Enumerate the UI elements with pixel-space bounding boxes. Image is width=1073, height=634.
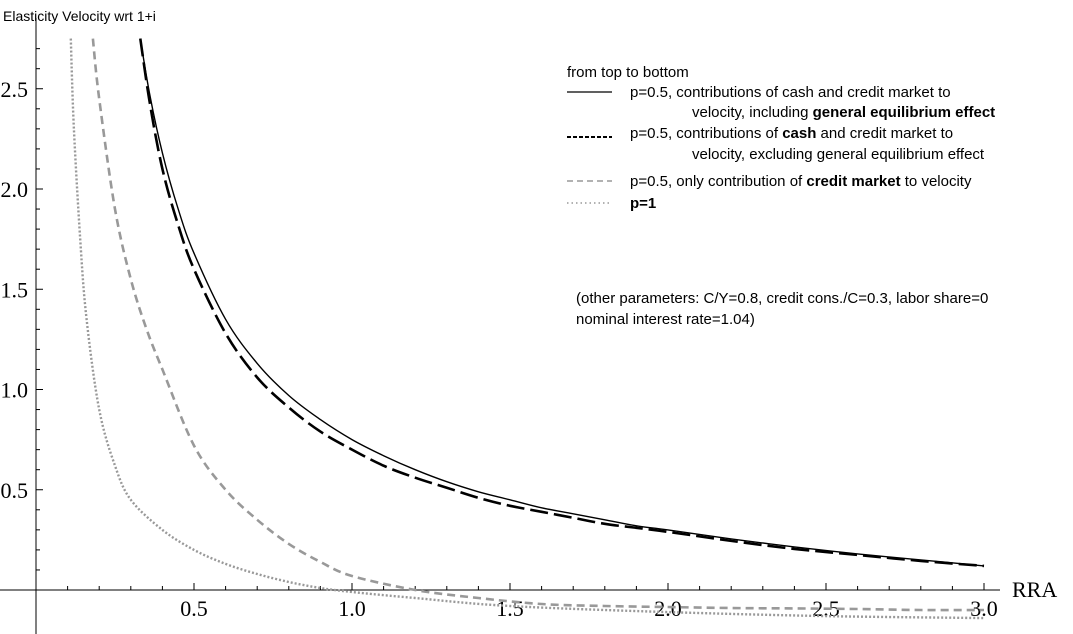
annotation-line-2: nominal interest rate=1.04) bbox=[576, 311, 755, 328]
legend-text-segment: credit market bbox=[806, 173, 900, 190]
legend-label-1-2: velocity, including general equilibrium … bbox=[692, 104, 995, 121]
parameters-annotation: (other parameters: C/Y=0.8, credit cons.… bbox=[576, 290, 988, 328]
series-line-gray-dotted bbox=[69, 38, 985, 620]
legend: from top to bottom p=0.5, contributions … bbox=[567, 64, 995, 212]
annotation-line-1: (other parameters: C/Y=0.8, credit cons.… bbox=[576, 290, 988, 307]
series-layer bbox=[69, 38, 985, 620]
legend-label-2-2: velocity, excluding general equilibrium … bbox=[692, 146, 985, 163]
legend-text-segment: and credit market to bbox=[816, 125, 953, 142]
legend-text-segment: velocity, including bbox=[692, 104, 813, 121]
y-tick-label: 2.5 bbox=[1, 77, 29, 102]
legend-header: from top to bottom bbox=[567, 64, 689, 81]
y-ticks: 0.5 1.0 1.5 2.0 2.5 bbox=[1, 48, 43, 571]
legend-text-segment: p=0.5, contributions of bbox=[630, 125, 782, 142]
series-line-dashed bbox=[139, 38, 985, 568]
legend-text-segment: cash bbox=[782, 125, 816, 142]
legend-text-segment: p=0.5, contributions of cash and credit … bbox=[630, 84, 951, 101]
x-tick-label: 0.5 bbox=[180, 596, 208, 621]
x-tick-label: 1.0 bbox=[338, 596, 366, 621]
legend-text-segment: to velocity bbox=[901, 173, 972, 190]
series-line-gray-dashed bbox=[91, 38, 985, 612]
y-tick-label: 2.0 bbox=[1, 177, 29, 202]
legend-text-segment: p=1 bbox=[630, 195, 656, 212]
legend-text-segment: velocity, excluding general equilibrium … bbox=[692, 146, 985, 163]
legend-text-segment: general equilibrium effect bbox=[813, 104, 996, 121]
legend-label-2-1: p=0.5, contributions of cash and credit … bbox=[630, 125, 953, 142]
legend-label-4-1: p=1 bbox=[630, 195, 656, 212]
y-tick-label: 1.5 bbox=[1, 277, 29, 302]
y-tick-label: 1.0 bbox=[1, 378, 29, 403]
legend-text-segment: p=0.5, only contribution of bbox=[630, 173, 806, 190]
x-axis-title: RRA bbox=[1012, 577, 1057, 602]
x-ticks: 0.5 1.0 1.5 2.0 2.5 3.0 bbox=[67, 583, 998, 621]
legend-label-1-1: p=0.5, contributions of cash and credit … bbox=[630, 84, 951, 101]
y-axis-title: Elasticity Velocity wrt 1+i bbox=[3, 8, 156, 24]
legend-label-3-1: p=0.5, only contribution of credit marke… bbox=[630, 173, 972, 190]
x-tick-label: 2.0 bbox=[654, 596, 682, 621]
series-line-solid bbox=[139, 38, 985, 567]
y-tick-label: 0.5 bbox=[1, 478, 29, 503]
